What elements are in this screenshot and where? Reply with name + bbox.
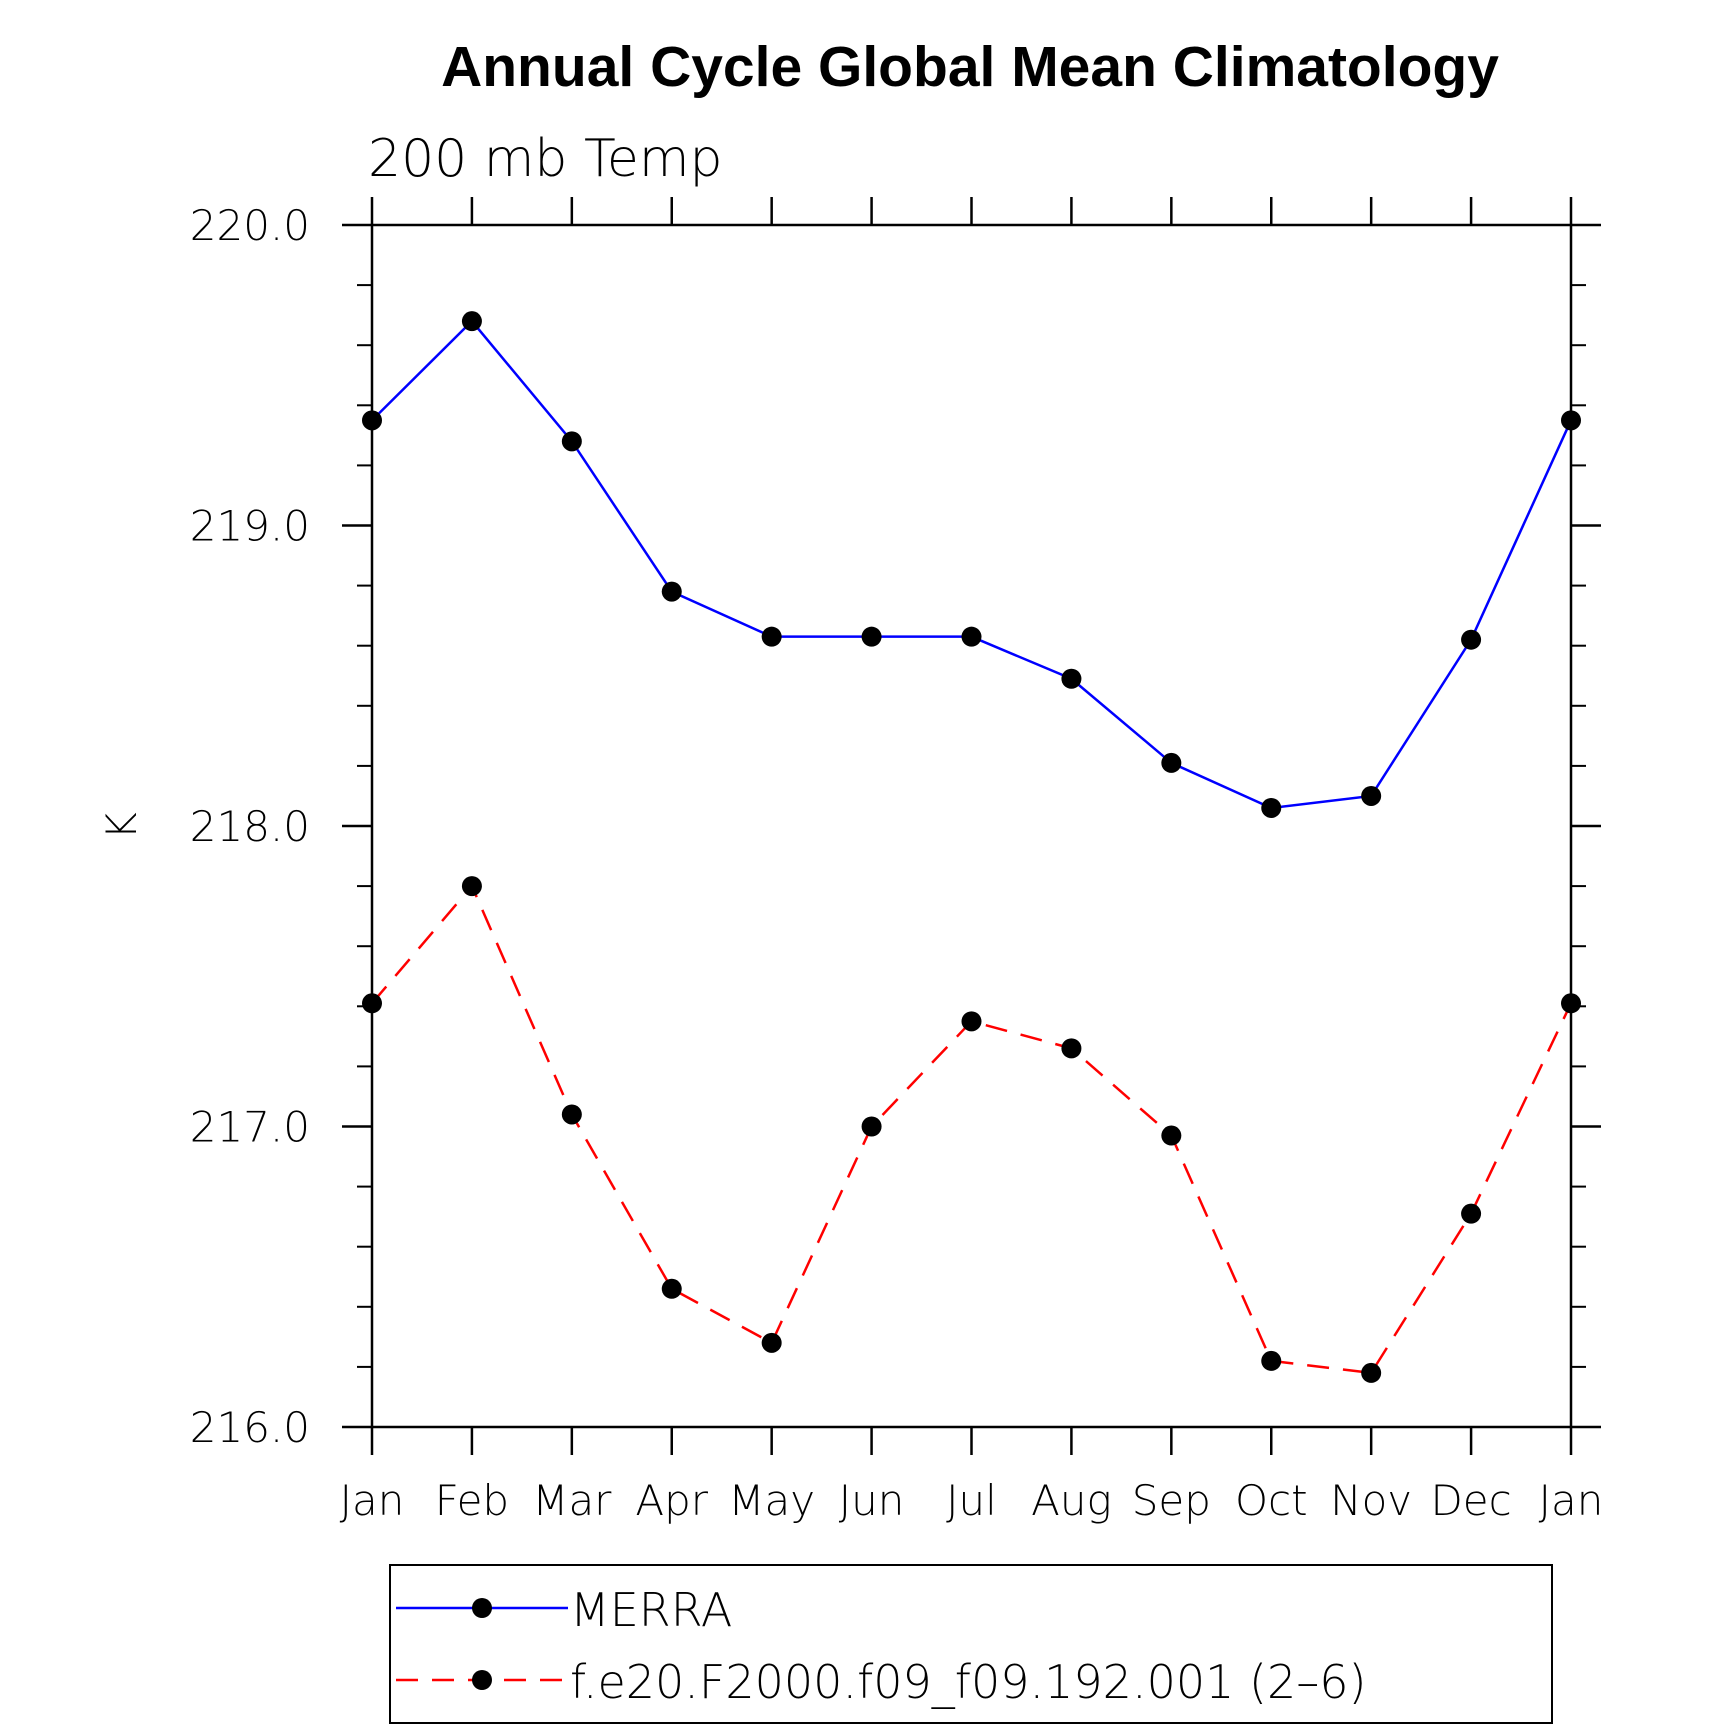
data-point-s0-12 (1561, 410, 1581, 431)
data-point-s0-9 (1261, 797, 1282, 818)
data-point-s1-2 (561, 1104, 582, 1125)
x-tick-label: May (728, 1476, 815, 1525)
series-line-1 (371, 883, 1573, 1375)
data-point-s1-12 (1561, 993, 1581, 1014)
data-point-s1-10 (1361, 1362, 1382, 1383)
data-point-s1-3 (661, 1278, 682, 1299)
data-point-s0-6 (961, 626, 982, 647)
data-point-s0-1 (461, 311, 482, 332)
data-point-s1-5 (861, 1116, 882, 1137)
legend-marker-merra (472, 1598, 492, 1618)
data-point-s1-9 (1261, 1350, 1282, 1371)
data-point-s0-0 (362, 410, 382, 431)
y-tick-label: 216.0 (190, 1403, 310, 1452)
x-tick-label: Dec (1430, 1476, 1511, 1525)
x-tick-label: Feb (435, 1476, 509, 1525)
data-point-s0-10 (1361, 785, 1382, 806)
legend-box (389, 1564, 1553, 1724)
x-tick-label: Sep (1132, 1476, 1211, 1525)
data-point-s1-11 (1461, 1203, 1482, 1224)
data-point-s0-5 (861, 626, 882, 647)
x-tick-label: Mar (532, 1476, 612, 1525)
plot-axes: Jan Feb Mar Apr May Jun Jul Aug Sep Oct Nov Dec Jan 2… (190, 197, 1604, 1525)
series-lines (371, 319, 1573, 1375)
legend-marker-model (472, 1670, 492, 1690)
data-point-s1-1 (461, 876, 482, 897)
y-tick-label: 218.0 (190, 802, 310, 851)
plot-frame (370, 223, 1573, 1429)
chart-title: Annual Cycle Global Mean Climatology (441, 35, 1499, 99)
y-tick-label: 219.0 (190, 502, 310, 551)
x-tick-label: Oct (1235, 1476, 1308, 1525)
legend-label-merra: MERRA (570, 1583, 732, 1637)
data-point-s0-11 (1461, 629, 1482, 650)
legend-label-model: f.e20.F2000.f09_f09.192.001 (2–6) (570, 1655, 1366, 1709)
data-point-s1-8 (1161, 1125, 1182, 1146)
x-tick-label: Aug (1031, 1476, 1112, 1525)
chart-subtitle: 200 mb Temp (368, 129, 723, 189)
legend: MERRA f.e20.F2000.f09_f09.192.001 (2–6) (389, 1564, 1553, 1724)
series-markers (362, 311, 1581, 1383)
x-tick-label: Jul (946, 1476, 997, 1525)
data-point-s1-4 (761, 1332, 782, 1353)
data-point-s1-6 (961, 1011, 982, 1032)
y-tick-label: 217.0 (190, 1103, 310, 1152)
y-tick-label: 220.0 (190, 201, 310, 250)
data-point-s0-3 (661, 581, 682, 602)
data-point-s0-7 (1061, 668, 1082, 689)
x-tick-label: Apr (635, 1476, 708, 1525)
data-point-s0-8 (1161, 752, 1182, 773)
x-tick-label: Jun (839, 1476, 905, 1525)
x-tick-label: Jan (340, 1476, 405, 1525)
data-point-s1-7 (1061, 1038, 1082, 1059)
x-tick-label: Nov (1330, 1476, 1412, 1525)
y-axis-label: K (97, 812, 146, 840)
x-tick-label: Jan (1539, 1476, 1604, 1525)
data-point-s1-0 (362, 993, 382, 1014)
series-line-0 (371, 319, 1573, 810)
data-point-s0-2 (561, 431, 582, 452)
data-point-s0-4 (761, 626, 782, 647)
